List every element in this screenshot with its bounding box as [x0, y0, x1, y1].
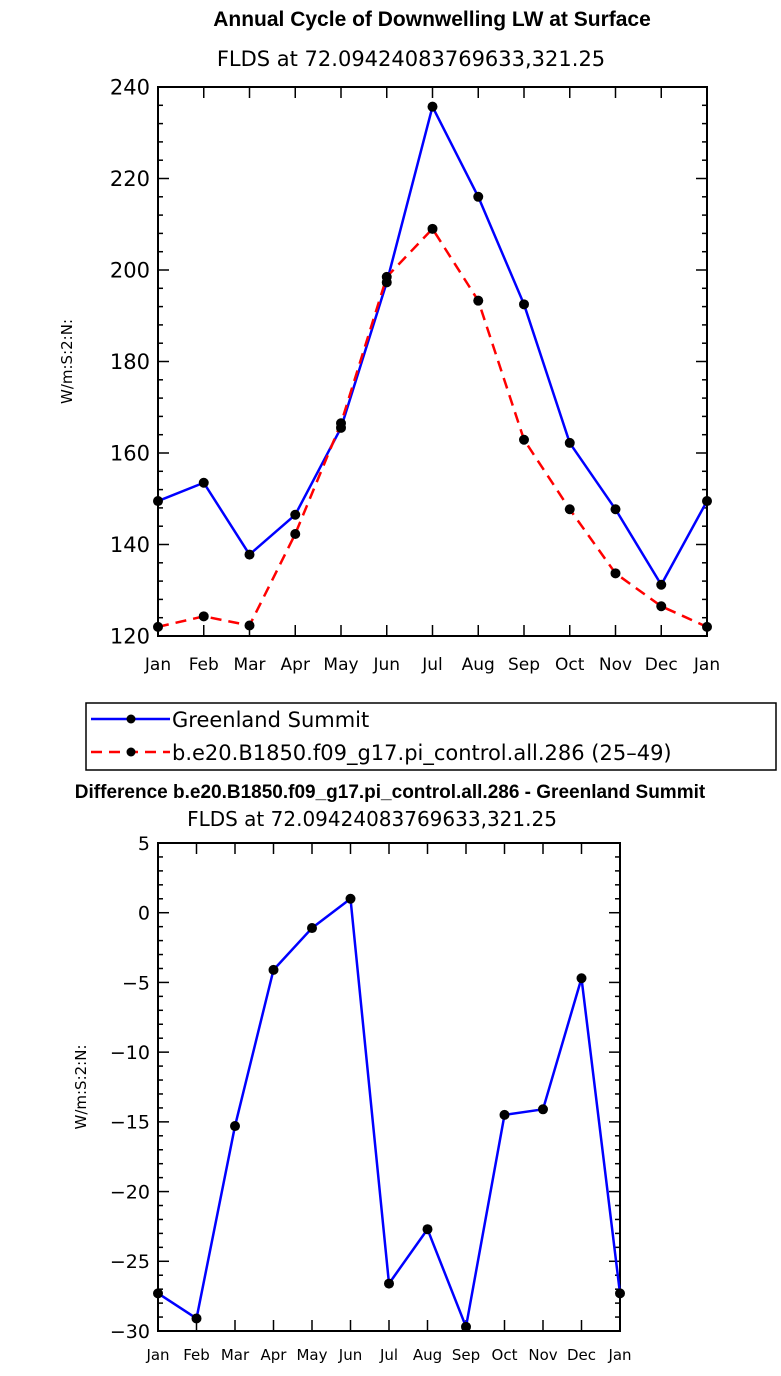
chart2-ytick-label: −5 [122, 972, 150, 994]
chart1-series-0-point [290, 509, 301, 520]
chart2-ytick-label: −30 [110, 1321, 150, 1343]
chart1-ytick-label: 220 [110, 167, 150, 191]
chart2-ytick-label: −15 [110, 1112, 150, 1134]
chart2-xtick-label: Dec [567, 1346, 596, 1364]
chart1-series-1-line [157, 227, 708, 629]
chart1-series-1-point [519, 434, 529, 445]
chart2-series-0-point [499, 1109, 510, 1120]
chart1-series-0-point [519, 299, 529, 310]
chart2-series-0-point [307, 923, 317, 934]
chart2-series-0-point [576, 973, 587, 984]
chart1-series-1-point [473, 295, 484, 306]
chart1-xtick-label: Dec [645, 655, 678, 675]
chart1-subtitle: FLDS at 72.09424083769633,321.25 [217, 47, 605, 71]
chart1-xtick-label: Oct [555, 655, 585, 675]
chart2-ytick-label: −10 [110, 1042, 150, 1064]
chart2-xtick-label: Mar [221, 1346, 250, 1364]
chart1-series-0-point [656, 579, 667, 590]
chart1-plot: 120 140 160 180 200 220 240 Jan Feb Mar Apr May Jun J… [58, 76, 720, 675]
chart1-series-1-point [290, 528, 301, 539]
chart1-series-0-point [473, 191, 484, 202]
chart1-series-0-point [610, 504, 621, 515]
legend-label-model: b.e20.B1850.f09_g17.pi_control.all.286 (… [172, 741, 672, 766]
chart2-series-0-point [153, 1288, 163, 1299]
chart2-xtick-label: Oct [492, 1346, 518, 1364]
chart2-series-0-line [157, 897, 622, 1329]
chart1-ytick-label: 200 [110, 259, 150, 283]
chart1-frame [157, 86, 708, 637]
chart1-ylabel: W/m:S:2:N: [58, 319, 76, 404]
chart2-xtick-label: Jan [607, 1346, 631, 1364]
chart1-ytick-label: 240 [110, 76, 150, 100]
chart2-series-0-point [538, 1104, 548, 1115]
chart1-series-1-point [244, 620, 255, 631]
chart1-series-0-line [157, 105, 709, 587]
chart2-plot: −30 −25 −20 −15 −10 −5 0 5 Jan Feb Mar Apr May Jun Jul… [72, 833, 632, 1364]
chart1-series-1-point [702, 621, 712, 632]
chart1-xtick-label: Mar [233, 655, 265, 675]
chart1-xtick-label: Sep [508, 655, 540, 675]
chart2-ylabel: W/m:S:2:N: [72, 1045, 90, 1130]
chart2-xtick-label: Sep [452, 1346, 480, 1364]
chart1-ytick-label: 180 [110, 350, 150, 374]
legend-label-greenland: Greenland Summit [172, 708, 369, 732]
chart1-xtick-label: Jul [421, 655, 443, 675]
chart1-series-1-point [656, 601, 667, 612]
chart2-xtick-label: Jan [145, 1346, 169, 1364]
chart1-series-0-point [244, 549, 255, 560]
chart1-series-1-point [381, 271, 392, 282]
chart2-subtitle: FLDS at 72.09424083769633,321.25 [187, 807, 557, 831]
chart2-series-0-point [230, 1121, 240, 1132]
chart2-ytick-label: 5 [138, 833, 150, 855]
chart1-series-1-point [336, 418, 346, 429]
chart2-ytick-label: −25 [110, 1251, 150, 1273]
chart2-series-0-point [345, 893, 356, 904]
chart1-series-0-point [702, 496, 712, 507]
chart1-xtick-label: Aug [462, 655, 495, 675]
chart1-xtick-label: Jun [372, 655, 400, 675]
chart1-xtick-label: Jan [693, 655, 720, 675]
chart2-xtick-label: Apr [261, 1346, 288, 1364]
chart1-series-0-point [198, 477, 209, 488]
chart2-series-0-point [268, 964, 279, 975]
chart2-xtick-label: Feb [183, 1346, 210, 1364]
chart2-ytick-label: −20 [110, 1181, 150, 1203]
chart1-series-1-point [153, 621, 163, 632]
chart1-ytick-label: 120 [110, 625, 150, 649]
chart1-ytick-label: 160 [110, 442, 150, 466]
chart1-series-1-point [198, 611, 209, 622]
chart2-xtick-label: May [296, 1346, 327, 1364]
chart1-series-1-point [610, 568, 621, 579]
legend-marker-greenland [126, 714, 136, 724]
chart1-series-0-point [427, 101, 438, 112]
chart1-series-1-point [427, 223, 438, 234]
chart2-title: Difference b.e20.B1850.f09_g17.pi_contro… [75, 782, 706, 803]
chart2-xtick-label: Aug [413, 1346, 442, 1364]
chart2-series-0-point [461, 1321, 471, 1332]
chart2-series-0-point [422, 1224, 433, 1235]
chart1-xtick-label: May [323, 655, 358, 675]
chart2-series-0-point [191, 1313, 202, 1324]
chart2-series-0-point [384, 1278, 394, 1289]
legend: Greenland Summit b.e20.B1850.f09_g17.pi_… [85, 702, 777, 771]
chart2-ytick-label: 0 [138, 903, 150, 925]
chart1-xtick-label: Jan [144, 655, 171, 675]
legend-marker-model [126, 747, 136, 757]
chart1-series-1-point [564, 504, 575, 515]
chart1-xtick-label: Feb [189, 655, 219, 675]
chart2-xtick-label: Nov [528, 1346, 557, 1364]
chart2-xtick-label: Jul [379, 1346, 398, 1364]
chart2-xtick-label: Jun [338, 1346, 362, 1364]
chart1-ytick-label: 140 [110, 533, 150, 557]
chart1-series-0-point [153, 496, 163, 507]
chart1-xtick-label: Apr [281, 655, 310, 675]
legend-box [85, 702, 777, 771]
chart1-xtick-label: Nov [599, 655, 632, 675]
chart1-title: Annual Cycle of Downwelling LW at Surfac… [213, 8, 651, 31]
chart1-series-0-point [564, 437, 575, 448]
chart2-series-0-point [615, 1288, 625, 1299]
